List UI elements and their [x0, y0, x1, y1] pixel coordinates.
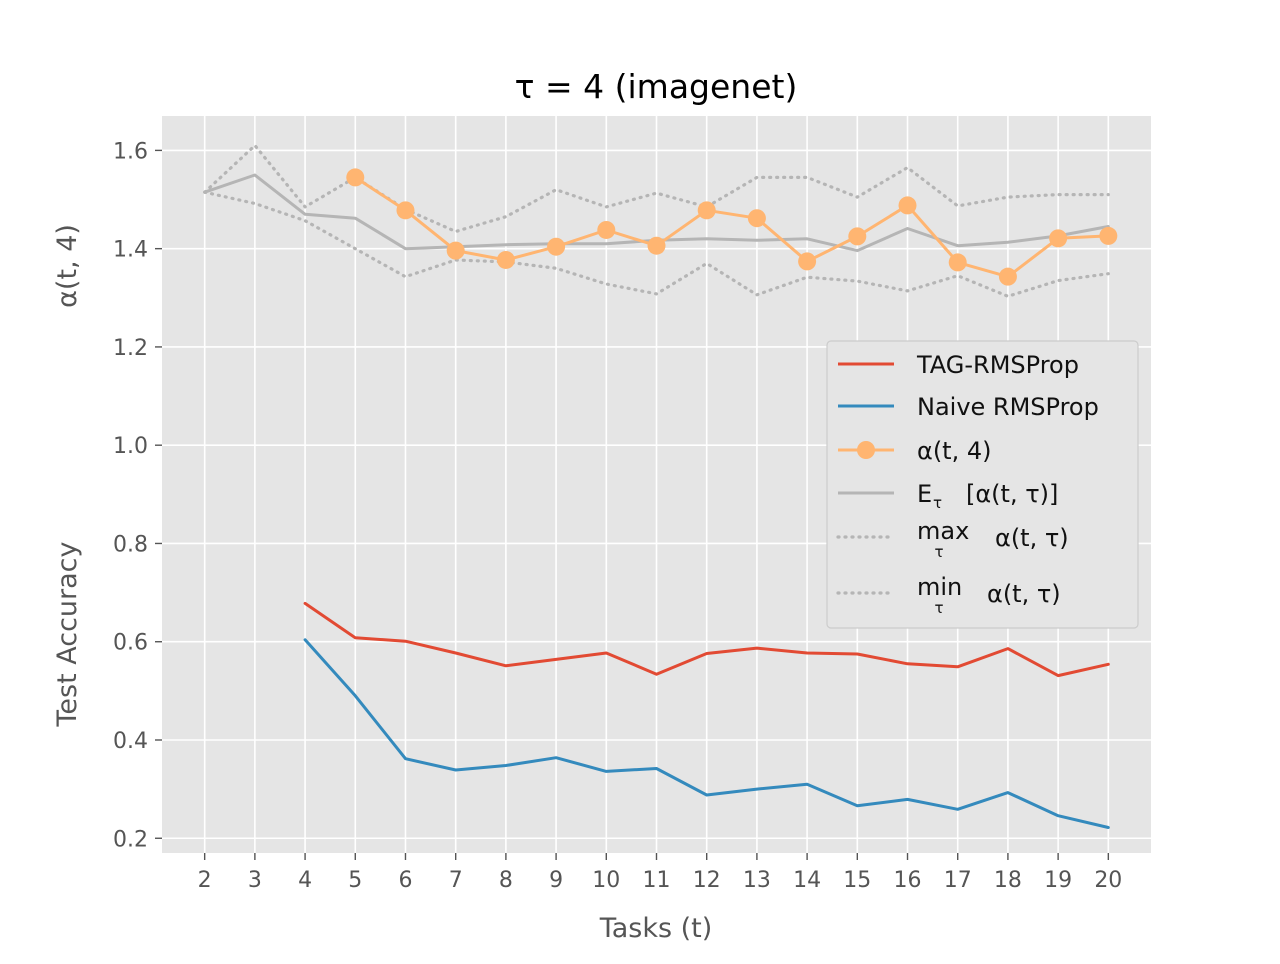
x-tick-label: 4	[298, 868, 312, 893]
x-tick-label: 13	[743, 868, 771, 893]
series-point-alpha	[998, 267, 1017, 286]
x-tick-label: 9	[549, 868, 563, 893]
series-point-alpha	[396, 201, 415, 220]
legend-label-alpha: α(t, 4)	[917, 437, 991, 465]
y-tick-label: 1.2	[113, 336, 148, 361]
series-point-alpha	[446, 241, 465, 260]
series-point-alpha	[597, 220, 616, 239]
series-line-alpha	[353, 175, 1110, 279]
x-tick-label: 11	[643, 868, 671, 893]
x-tick-label: 17	[944, 868, 972, 893]
y-tick-label: 1.6	[113, 139, 148, 164]
series-point-alpha	[948, 253, 967, 272]
x-tick-label: 18	[994, 868, 1022, 893]
series-layer	[203, 143, 1118, 829]
series-point-alpha	[647, 236, 666, 255]
y-tick-label: 0.8	[113, 532, 148, 557]
legend-label-rest-max: α(t, τ)	[995, 524, 1069, 552]
legend-label-sub-mean: τ	[933, 494, 942, 512]
series-line-naive	[303, 638, 1110, 829]
legend-label-tag: TAG-RMSProp	[916, 351, 1079, 379]
tick-labels: 2 3 4 5 6 7 8 9 10 11 12 13 14 15 16 17 18 19 20 0.2 0.4 0.6 0…	[113, 139, 1122, 893]
legend-label-sub-min: τ	[934, 599, 943, 617]
series-point-alpha	[346, 168, 365, 187]
x-axis-label: Tasks (t)	[599, 913, 713, 944]
series-point-alpha	[547, 237, 566, 256]
series-point-alpha	[1099, 226, 1118, 245]
x-tick-label: 3	[248, 868, 262, 893]
x-tick-label: 10	[592, 868, 620, 893]
series-point-alpha	[1049, 229, 1068, 248]
x-tick-label: 7	[449, 868, 463, 893]
series-point-alpha	[697, 201, 716, 220]
series-line-min	[203, 190, 1110, 298]
x-tick-label: 16	[894, 868, 922, 893]
series-point-alpha	[798, 252, 817, 271]
x-tick-label: 5	[348, 868, 362, 893]
x-tick-label: 14	[793, 868, 821, 893]
series-point-alpha	[898, 196, 917, 215]
y-tick-label: 0.2	[113, 827, 148, 852]
series-point-alpha	[496, 250, 515, 269]
legend-label-mean: E	[917, 480, 932, 508]
y-axis-label-left: α(t, 4)	[52, 224, 83, 308]
legend-label-max: max	[917, 517, 969, 545]
legend-marker-alpha	[857, 441, 875, 459]
x-tick-label: 8	[499, 868, 513, 893]
y-tick-label: 0.4	[113, 729, 148, 754]
y-tick-label: 1.4	[113, 238, 148, 263]
x-tick-label: 15	[843, 868, 871, 893]
series-point-alpha	[848, 227, 867, 246]
legend-label-sub-max: τ	[934, 543, 943, 561]
x-tick-label: 12	[693, 868, 721, 893]
legend-label-rest-min: α(t, τ)	[987, 580, 1061, 608]
x-tick-label: 6	[398, 868, 412, 893]
x-tick-label: 20	[1094, 868, 1122, 893]
series-point-alpha	[747, 209, 766, 228]
chart-title: τ = 4 (imagenet)	[515, 67, 798, 106]
legend-label-naive: Naive RMSProp	[917, 393, 1099, 421]
y-axis-label-right: Test Accuracy	[52, 541, 83, 727]
y-tick-label: 1.0	[113, 434, 148, 459]
legend-box	[826, 340, 1139, 629]
x-tick-label: 19	[1044, 868, 1072, 893]
legend-label-min: min	[917, 573, 962, 601]
series-line-tag	[303, 601, 1110, 678]
x-tick-label: 2	[198, 868, 212, 893]
legend-label-rest-mean: [α(t, τ)]	[966, 480, 1058, 508]
legend: TAG-RMSProp Naive RMSProp α(t, 4) E τ [α(t, τ…	[826, 340, 1139, 629]
y-tick-label: 0.6	[113, 631, 148, 656]
